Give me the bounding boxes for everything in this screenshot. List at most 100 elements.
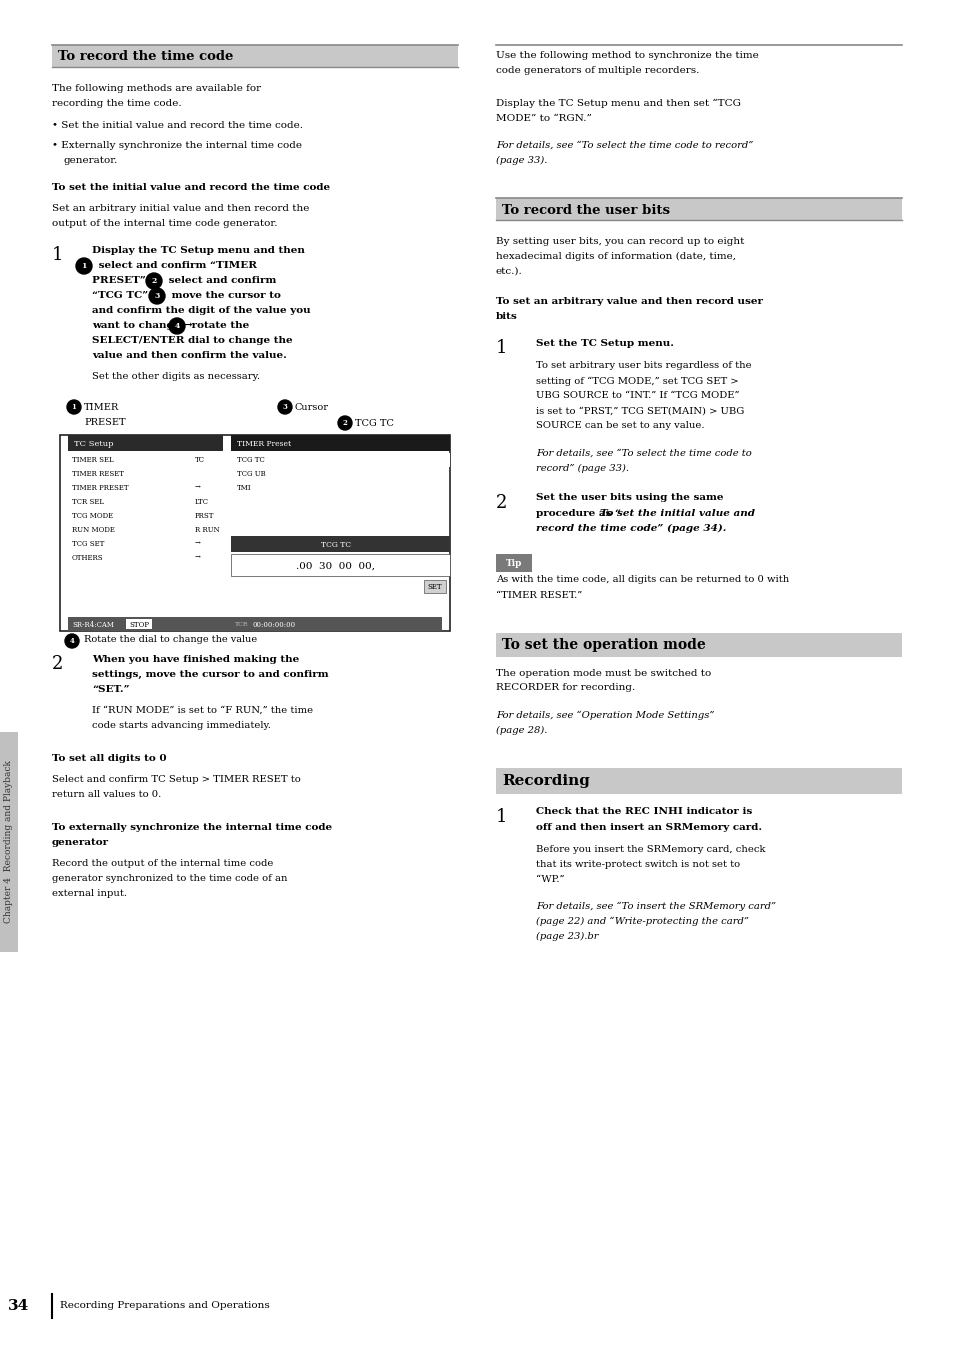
Text: 1: 1 — [496, 807, 507, 826]
Text: hexadecimal digits of information (date, time,: hexadecimal digits of information (date,… — [496, 251, 735, 261]
Text: Set the other digits as necessary.: Set the other digits as necessary. — [91, 372, 260, 381]
Text: value and then confirm the value.: value and then confirm the value. — [91, 352, 287, 360]
Text: (page 33).: (page 33). — [496, 155, 547, 165]
Text: (page 28).: (page 28). — [496, 726, 547, 734]
Bar — [496, 633, 901, 657]
Text: move the cursor to: move the cursor to — [168, 291, 280, 300]
Text: (page 22) and “Write-protecting the card”: (page 22) and “Write-protecting the card… — [536, 917, 748, 926]
Text: PRESET: PRESET — [84, 418, 126, 427]
Text: When you have finished making the: When you have finished making the — [91, 654, 299, 664]
Text: By setting user bits, you can record up to eight: By setting user bits, you can record up … — [496, 237, 743, 246]
Text: return all values to 0.: return all values to 0. — [52, 790, 161, 799]
Text: TIMER SEL: TIMER SEL — [71, 456, 113, 464]
Text: 3: 3 — [282, 403, 287, 411]
Text: Select and confirm TC Setup > TIMER RESET to: Select and confirm TC Setup > TIMER RESE… — [52, 775, 300, 784]
Text: RUN MODE: RUN MODE — [71, 526, 114, 534]
Text: select and confirm: select and confirm — [165, 276, 276, 285]
Text: The operation mode must be switched to: The operation mode must be switched to — [496, 668, 711, 677]
Text: 3: 3 — [154, 292, 159, 300]
Text: To set the initial value and record the time code: To set the initial value and record the … — [52, 183, 330, 192]
Text: 1: 1 — [81, 262, 87, 270]
Text: TCG TC: TCG TC — [355, 419, 394, 429]
Text: →: → — [194, 539, 201, 548]
Text: TCR SEL: TCR SEL — [71, 498, 104, 506]
Text: want to change →: want to change → — [91, 320, 193, 330]
Text: For details, see “To select the time code to record”: For details, see “To select the time cod… — [496, 141, 753, 150]
Text: As with the time code, all digits can be returned to 0 with: As with the time code, all digits can be… — [496, 576, 788, 584]
Text: setting of “TCG MODE,” set TCG SET >: setting of “TCG MODE,” set TCG SET > — [536, 376, 738, 385]
Text: generator.: generator. — [64, 155, 118, 165]
Text: SET: SET — [427, 583, 442, 591]
Text: off and then insert an SRMemory card.: off and then insert an SRMemory card. — [536, 822, 761, 831]
Text: select and confirm “TIMER: select and confirm “TIMER — [95, 261, 256, 270]
Text: SELECT/ENTER dial to change the: SELECT/ENTER dial to change the — [91, 337, 293, 345]
Text: that its write-protect switch is not set to: that its write-protect switch is not set… — [536, 860, 740, 869]
Text: →: → — [194, 484, 201, 492]
Text: record” (page 33).: record” (page 33). — [536, 464, 628, 473]
Text: external input.: external input. — [52, 890, 127, 898]
Text: Recording Preparations and Operations: Recording Preparations and Operations — [60, 1302, 270, 1310]
Text: For details, see “To select the time code to: For details, see “To select the time cod… — [536, 449, 751, 457]
Text: (page 23).br: (page 23).br — [536, 932, 598, 941]
Text: SOURCE can be set to any value.: SOURCE can be set to any value. — [536, 422, 703, 430]
Text: PRST: PRST — [194, 512, 214, 521]
Text: To set the initial value and: To set the initial value and — [599, 508, 754, 518]
Bar — [496, 768, 901, 794]
Circle shape — [277, 400, 292, 414]
Bar — [231, 453, 450, 466]
Text: To record the time code: To record the time code — [58, 50, 233, 64]
Text: Tip: Tip — [505, 558, 521, 568]
Text: Chapter 4  Recording and Playback: Chapter 4 Recording and Playback — [5, 761, 13, 923]
Text: For details, see “Operation Mode Settings”: For details, see “Operation Mode Setting… — [496, 711, 714, 719]
Bar — [496, 553, 532, 572]
Text: UBG SOURCE to “INT.” If “TCG MODE”: UBG SOURCE to “INT.” If “TCG MODE” — [536, 392, 739, 400]
Bar — [52, 45, 457, 68]
Text: code starts advancing immediately.: code starts advancing immediately. — [91, 721, 271, 730]
Text: Set an arbitrary initial value and then record the: Set an arbitrary initial value and then … — [52, 204, 309, 214]
Text: TIMER Preset: TIMER Preset — [236, 439, 291, 448]
Text: record the time code” (page 34).: record the time code” (page 34). — [536, 523, 725, 533]
Text: “SET.”: “SET.” — [91, 685, 130, 694]
Bar — [60, 435, 450, 631]
Text: 2: 2 — [52, 654, 63, 673]
Text: 2: 2 — [496, 493, 507, 511]
Text: TC Setup: TC Setup — [74, 439, 113, 448]
Text: Record the output of the internal time code: Record the output of the internal time c… — [52, 859, 274, 868]
Text: 4: 4 — [70, 637, 74, 645]
Text: “TCG TC” →: “TCG TC” → — [91, 291, 160, 300]
Text: For details, see “To insert the SRMemory card”: For details, see “To insert the SRMemory… — [536, 902, 776, 911]
Text: • Set the initial value and record the time code.: • Set the initial value and record the t… — [52, 122, 303, 131]
Bar — [496, 197, 901, 220]
Text: To record the user bits: To record the user bits — [501, 204, 669, 216]
Text: generator: generator — [52, 838, 109, 846]
Text: TIMER RESET: TIMER RESET — [71, 470, 124, 479]
Text: LTC: LTC — [194, 498, 209, 506]
Text: Recording: Recording — [501, 775, 589, 788]
Text: To externally synchronize the internal time code: To externally synchronize the internal t… — [52, 823, 332, 831]
Text: To set arbitrary user bits regardless of the: To set arbitrary user bits regardless of… — [536, 361, 751, 370]
Text: Check that the REC INHI indicator is: Check that the REC INHI indicator is — [536, 807, 752, 817]
Text: is set to “PRST,” TCG SET(MAIN) > UBG: is set to “PRST,” TCG SET(MAIN) > UBG — [536, 407, 743, 415]
Text: OTHERS: OTHERS — [71, 554, 104, 562]
Text: bits: bits — [496, 312, 517, 320]
Bar — [68, 435, 223, 452]
Text: TC: TC — [194, 456, 205, 464]
Text: TCG SET: TCG SET — [71, 539, 104, 548]
Text: TCG MODE: TCG MODE — [71, 512, 113, 521]
Text: RECORDER for recording.: RECORDER for recording. — [496, 684, 635, 692]
Text: STOP: STOP — [129, 621, 149, 629]
Text: 00:00:00:00: 00:00:00:00 — [253, 621, 295, 629]
Text: 4: 4 — [174, 322, 179, 330]
Bar — [231, 554, 450, 576]
Text: 1: 1 — [71, 403, 76, 411]
Text: Cursor: Cursor — [294, 403, 329, 412]
Circle shape — [169, 318, 185, 334]
Text: The following methods are available for: The following methods are available for — [52, 84, 261, 93]
Text: TCG TC: TCG TC — [320, 541, 351, 549]
Text: →: → — [194, 554, 201, 562]
Text: PRESET” →: PRESET” → — [91, 276, 158, 285]
Circle shape — [337, 416, 352, 430]
Text: TCR: TCR — [234, 622, 248, 627]
Bar — [68, 481, 223, 495]
Text: 2: 2 — [342, 419, 347, 427]
